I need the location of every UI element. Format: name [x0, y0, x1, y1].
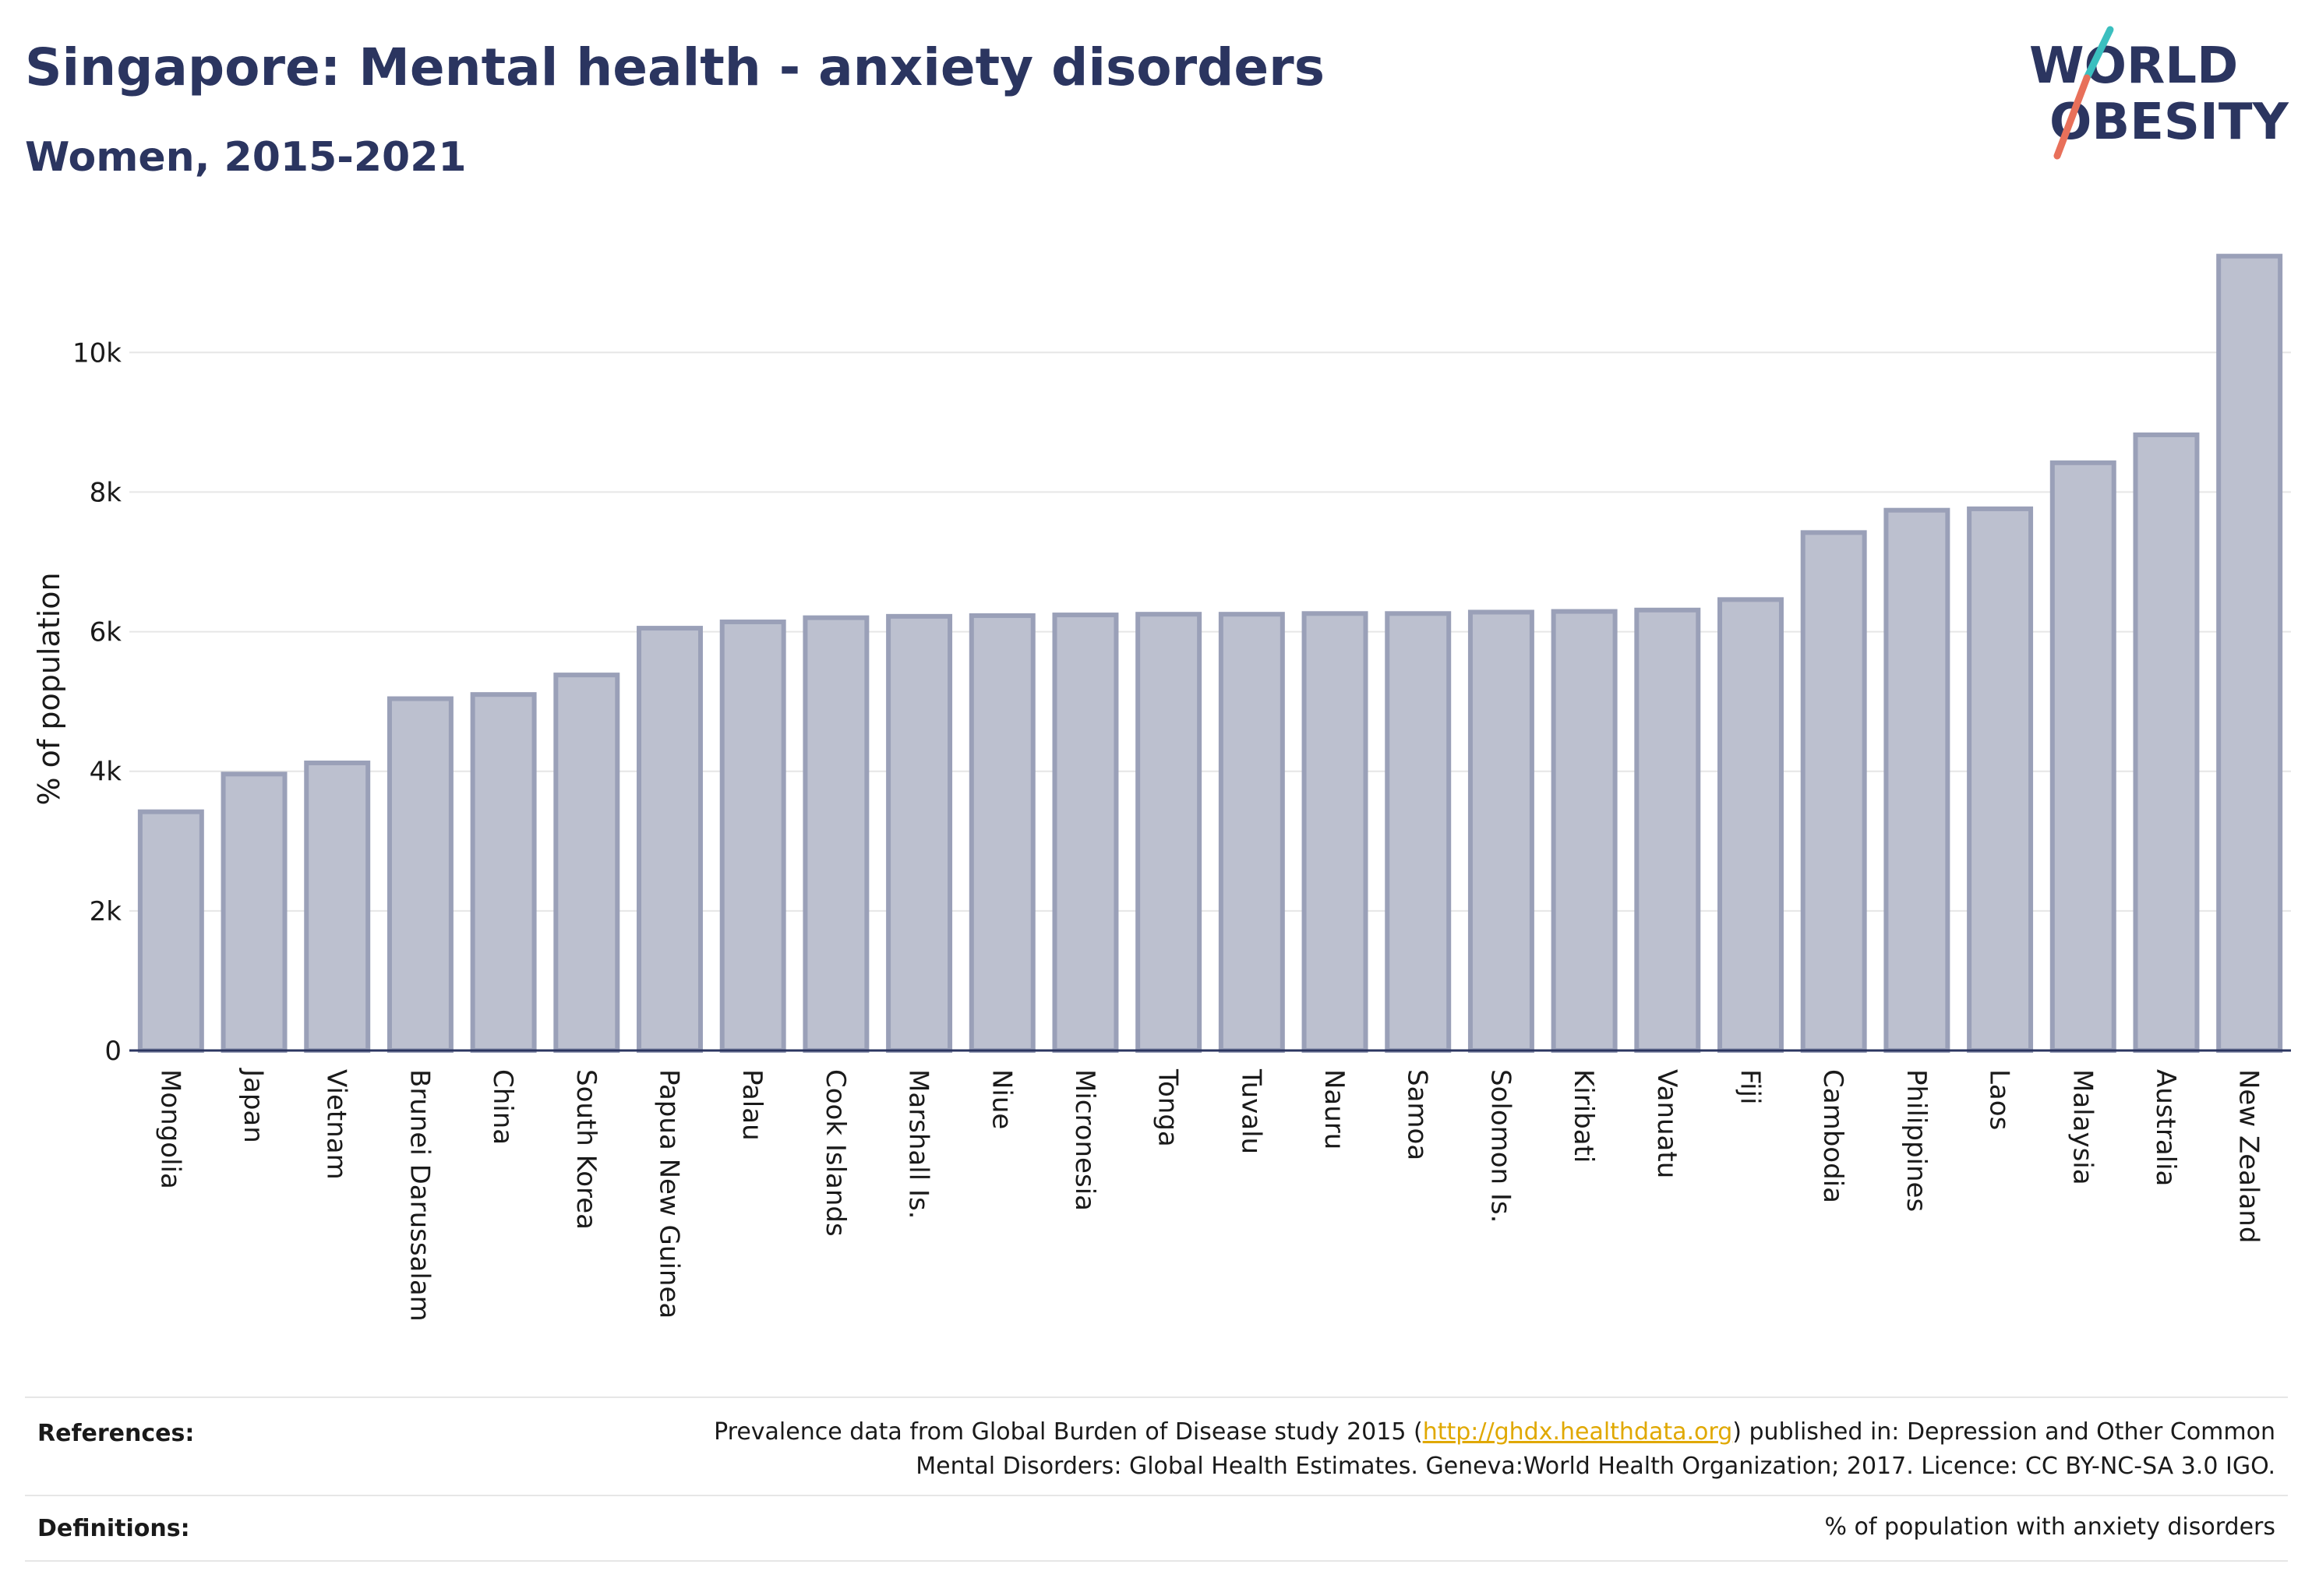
bar: [1551, 609, 1618, 1053]
bar: [1385, 611, 1452, 1053]
definitions-row: Definitions: % of population with anxiet…: [25, 1495, 2288, 1562]
bar: [1883, 507, 1950, 1053]
x-tick-label: Australia: [2150, 1069, 2181, 1186]
bar-chart: 0 2k 4k 6k 8k 10k Mongolia Japan Vietnam Brunei …: [32, 253, 2291, 1322]
bar: [470, 692, 537, 1054]
bar: [387, 696, 454, 1053]
bar: [1634, 607, 1701, 1053]
bar: [803, 615, 870, 1053]
bar: [221, 772, 288, 1053]
references-row: References: Prevalence data from Global …: [25, 1396, 2288, 1495]
x-tick-label: Laos: [1984, 1069, 2015, 1130]
x-tick-label: Philippines: [1901, 1069, 1932, 1212]
references-label: References:: [37, 1420, 195, 1447]
bar: [2049, 460, 2116, 1053]
bar: [1467, 609, 1534, 1053]
y-axis-title: % of population: [32, 572, 66, 805]
bar: [1135, 612, 1202, 1053]
bar: [969, 613, 1036, 1053]
x-tick-label: South Korea: [570, 1069, 602, 1230]
definitions-text: % of population with anxiety disorders: [1824, 1513, 2275, 1541]
bar: [304, 760, 371, 1053]
x-tick-label: Vietnam: [321, 1069, 352, 1180]
bar: [553, 673, 620, 1053]
references-text: Prevalence data from Global Burden of Di…: [714, 1415, 2275, 1484]
x-tick-label: China: [487, 1069, 518, 1145]
x-tick-label: Mongolia: [154, 1069, 185, 1189]
bar: [2216, 253, 2283, 1053]
chart-subtitle: Women, 2015-2021: [25, 134, 467, 181]
x-tick-label: Vanuatu: [1651, 1069, 1682, 1178]
bar: [1717, 597, 1784, 1053]
footer: References: Prevalence data from Global …: [25, 1396, 2288, 1562]
bar: [2133, 432, 2200, 1053]
bar: [1218, 612, 1285, 1053]
references-link[interactable]: http://ghdx.healthdata.org: [1422, 1418, 1733, 1446]
y-axis-ticks: 0 2k 4k 6k 8k 10k: [72, 337, 122, 1067]
x-tick-label: Brunei Darussalam: [404, 1069, 435, 1322]
logo-slash-teal: [2083, 26, 2114, 82]
bar: [886, 613, 953, 1053]
y-tick-label: 4k: [90, 757, 122, 788]
chart-title: Singapore: Mental health - anxiety disor…: [25, 37, 1325, 97]
x-tick-label: Cambodia: [1817, 1069, 1848, 1203]
bar: [719, 620, 786, 1053]
x-tick-label: Palau: [736, 1069, 768, 1141]
references-pre: Prevalence data from Global Burden of Di…: [714, 1418, 1423, 1446]
y-tick-label: 6k: [90, 617, 122, 648]
x-tick-label: Cook Islands: [820, 1069, 851, 1237]
references-line-1: Prevalence data from Global Burden of Di…: [714, 1415, 2275, 1449]
x-tick-label: Kiribati: [1568, 1069, 1599, 1163]
y-tick-label: 0: [104, 1036, 122, 1067]
x-tick-label: Malaysia: [2067, 1069, 2098, 1185]
x-tick-label: Solomon Is.: [1484, 1069, 1516, 1223]
bar: [1052, 613, 1119, 1053]
x-tick-label: Niue: [986, 1069, 1017, 1129]
bar: [1301, 611, 1368, 1053]
references-line-2: Mental Disorders: Global Health Estimate…: [916, 1453, 2275, 1480]
world-obesity-logo: WORLD OBESITY: [2029, 26, 2289, 160]
logo-line-1: WORLD: [2029, 37, 2238, 95]
x-tick-label: New Zealand: [2233, 1069, 2264, 1243]
x-tick-label: Micronesia: [1069, 1069, 1100, 1211]
x-tick-label: Tonga: [1152, 1068, 1184, 1147]
bar: [637, 626, 703, 1053]
bar: [1967, 506, 2034, 1053]
bar: [137, 809, 204, 1053]
definitions-label: Definitions:: [37, 1515, 190, 1542]
x-tick-label: Marshall Is.: [903, 1069, 934, 1220]
y-tick-label: 2k: [90, 896, 122, 927]
x-tick-label: Nauru: [1318, 1069, 1350, 1149]
x-tick-label: Japan: [238, 1068, 269, 1143]
logo-slash-coral: [2053, 74, 2091, 160]
x-tick-label: Fiji: [1735, 1069, 1766, 1104]
x-tick-label: Samoa: [1402, 1069, 1433, 1160]
bars: [137, 253, 2283, 1054]
bar: [1800, 530, 1867, 1053]
gridlines: [129, 351, 2291, 912]
x-axis-ticks: Mongolia Japan Vietnam Brunei Darussalam Chi…: [154, 1068, 2264, 1322]
x-tick-label: Tuvalu: [1235, 1068, 1266, 1154]
y-tick-label: 10k: [72, 337, 122, 369]
y-tick-label: 8k: [90, 477, 122, 508]
references-post: ) published in: Depression and Other Com…: [1732, 1418, 2275, 1446]
x-tick-label: Papua New Guinea: [654, 1069, 685, 1319]
logo-line-2: OBESITY: [2049, 94, 2289, 151]
